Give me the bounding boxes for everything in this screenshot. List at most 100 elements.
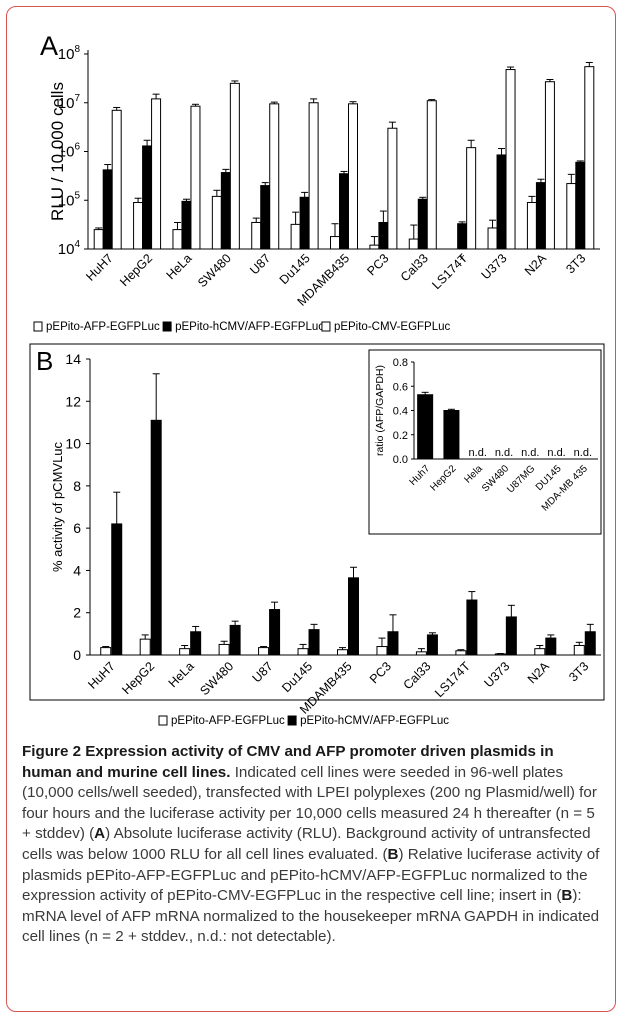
panel-a-bar-huh7-pepito-hcmv-afp-egfpluc [102,169,113,250]
panel-b-ytick-label: 8 [73,478,81,494]
panel-b-ytick-label: 6 [73,520,81,536]
caption-part3: ) Relative luciferase activity of plasmi… [22,845,600,905]
inset-ytick-label: 0.4 [393,406,408,418]
panel-b-bar-huh7-pepito-hcmv-afp-egfpluc [111,523,123,656]
panel-a-bar-3t3-pepito-hcmv-afp-egfpluc [575,161,586,250]
panel-a-xtick-label-du145: Du145 [277,251,313,287]
panel-a-xtick-label-hepg2: HepG2 [117,251,155,289]
panel-a-bar-u87-pepito-cmv-egfpluc [269,103,280,250]
panel-a-bar-mdamb435-pepito-cmv-egfpluc [348,103,358,250]
panel-b-bar-sw480-pepito-afp-egfpluc [218,643,230,656]
inset-bar-huh7 [417,394,434,460]
panel-a-bar-ls174t-pepito-hcmv-afp-egfpluc [457,223,468,250]
panel-b-ytick-label: 0 [73,647,81,663]
panel-a-bar-du145-pepito-cmv-egfpluc [308,102,319,250]
panel-b-xtick-label-ls174t: LS174T [432,659,473,700]
panel-b-bar-huh7-pepito-afp-egfpluc [100,647,112,656]
panel-b-bar-pc3-pepito-hcmv-afp-egfpluc [387,631,399,656]
panel-a-label: A [40,31,58,61]
panel-a-bar-du145-pepito-hcmv-afp-egfpluc [299,196,310,250]
panel-a-bar-hepg2-pepito-hcmv-afp-egfpluc [142,145,153,250]
panel-b-xtick-label-hepg2: HepG2 [119,659,157,697]
panel-a-xtick-label-n2a: N2A [522,251,550,279]
panel-b-xtick-label-sw480: SW480 [197,659,236,698]
panel-a-bar-3t3-pepito-afp-egfpluc [566,183,577,250]
panel-a-bar-hela-pepito-cmv-egfpluc [190,105,201,250]
panel-a-bar-cal33-pepito-afp-egfpluc [408,238,419,250]
panel-a-xtick-label-hela: HeLa [164,251,195,282]
panel-b-bar-hepg2-pepito-afp-egfpluc [139,638,151,656]
panel-b-bar-ls174t-pepito-afp-egfpluc [455,650,467,656]
caption-part4: ): mRNA level of AFP mRNA normalized to … [22,887,600,946]
panel-a-bar-u87-pepito-hcmv-afp-egfpluc [260,185,271,250]
panel-a-bar-huh7-pepito-afp-egfpluc [93,229,104,250]
legend-swatch-pepito-afp-egfpluc [158,715,168,726]
inset-bar-hepg2 [443,410,460,460]
panel-a-xtick-label-u373: U373 [479,251,510,282]
panel-a-bar-mdamb435-pepito-hcmv-afp-egfpluc [339,173,349,250]
caption-ref-b-insert: B [561,887,573,905]
panel-a-bar-sw480-pepito-cmv-egfpluc [229,82,240,250]
panel-a-bar-hela-pepito-hcmv-afp-egfpluc [181,200,192,250]
panel-a-bar-u373-pepito-hcmv-afp-egfpluc [496,154,507,250]
panel-b-ytick-label: 12 [65,393,81,409]
panel-b-xtick-label-u373: U373 [481,659,512,690]
panel-b-xtick-label-hela: HeLa [166,659,197,690]
panel-a-ytick-label: 106 [58,142,81,161]
caption-ref-a: A [94,825,106,843]
panel-b-bar-pc3-pepito-afp-egfpluc [376,646,388,656]
panel-a-bar-n2a-pepito-afp-egfpluc [526,201,537,250]
panel-a-bar-ls174t-pepito-cmv-egfpluc [466,147,477,250]
panel-b-ytick-label: 4 [73,562,81,578]
panel-a-legend: pEPito-AFP-EGFPLuc pEPito-hCMV/AFP-EGFPLu… [33,321,451,333]
panel-b-legend: pEPito-AFP-EGFPLuc pEPito-hCMV/AFP-EGFPLu… [158,715,449,727]
panel-b-bar-cal33-pepito-afp-egfpluc [415,651,427,656]
panel-a-bar-pc3-pepito-cmv-egfpluc [387,127,398,250]
panel-a-bar-cal33-pepito-cmv-egfpluc [426,100,437,250]
caption-title: Figure 2 Expression activity of CMV and … [22,743,554,781]
panel-b-bar-u373-pepito-afp-egfpluc [494,653,506,656]
panel-a-ytick-label: 105 [58,190,81,209]
panel-b-bar-cal33-pepito-hcmv-afp-egfpluc [426,634,438,656]
panel-a-bar-sw480-pepito-afp-egfpluc [211,195,222,250]
panel-b-bar-sw480-pepito-hcmv-afp-egfpluc [229,624,241,656]
panel-b-bar-ls174t-pepito-hcmv-afp-egfpluc [466,599,478,656]
panel-a-bar-u373-pepito-cmv-egfpluc [505,69,516,250]
panel-a-ytick-label: 107 [58,93,81,112]
inset-nd-label-mda-mb-435: n.d. [574,447,592,459]
panel-b-bar-n2a-pepito-hcmv-afp-egfpluc [545,637,557,656]
panel-a-xtick-label-3t3: 3T3 [563,251,588,276]
panel-a-xtick-label-huh7: HuH7 [83,251,116,284]
panel-b-xtick-label-du145: Du145 [279,659,315,695]
panel-b-xtick-label-huh7: HuH7 [85,659,118,692]
panel-a-bar-cal33-pepito-hcmv-afp-egfpluc [417,198,428,250]
panel-a-bar-pc3-pepito-hcmv-afp-egfpluc [378,221,389,250]
inset-ytick-label: 0.8 [393,357,408,369]
panel-a-xtick-label-u87: U87 [247,251,273,277]
panel-a-bar-u373-pepito-afp-egfpluc [487,227,498,250]
panel-b-ytick-label: 14 [65,351,81,367]
panel-b-bar-du145-pepito-hcmv-afp-egfpluc [308,629,320,656]
panel-a-xtick-label-ls174t: LS174T [429,251,470,292]
inset-ytick-label: 0.6 [393,381,408,393]
panel-b-bar-3t3-pepito-afp-egfpluc [573,644,585,656]
panel-b-y-axis-label: % activity of pCMVLuc [50,441,65,572]
panel-b-bar-hela-pepito-afp-egfpluc [179,648,191,656]
figure-caption: Figure 2 Expression activity of CMV and … [22,742,607,948]
panel-a-bar-sw480-pepito-hcmv-afp-egfpluc [220,172,231,250]
panel-b-xtick-label-u87: U87 [250,659,276,685]
legend-swatch-pepito-cmv-egfpluc [321,321,331,332]
panel-b-frame [29,343,605,701]
panel-a-bar-n2a-pepito-hcmv-afp-egfpluc [535,182,546,250]
panel-b-bar-mdamb435-pepito-hcmv-afp-egfpluc [348,577,359,656]
legend-label-pepito-cmv-egfpluc: pEPito-CMV-EGFPLuc [334,321,451,333]
panel-b-label: B [36,346,53,376]
panel-a-bar-hepg2-pepito-cmv-egfpluc [151,98,162,250]
panel-b-bar-n2a-pepito-afp-egfpluc [534,648,546,656]
legend-label-pepito-hcmv-afp-egfpluc: pEPito-hCMV/AFP-EGFPLuc [175,321,324,333]
inset-nd-label-u87mg: n.d. [521,447,539,459]
inset-ytick-label: 0.2 [393,430,408,442]
caption-part1: Indicated cell lines were seeded in 96-w… [22,763,597,843]
